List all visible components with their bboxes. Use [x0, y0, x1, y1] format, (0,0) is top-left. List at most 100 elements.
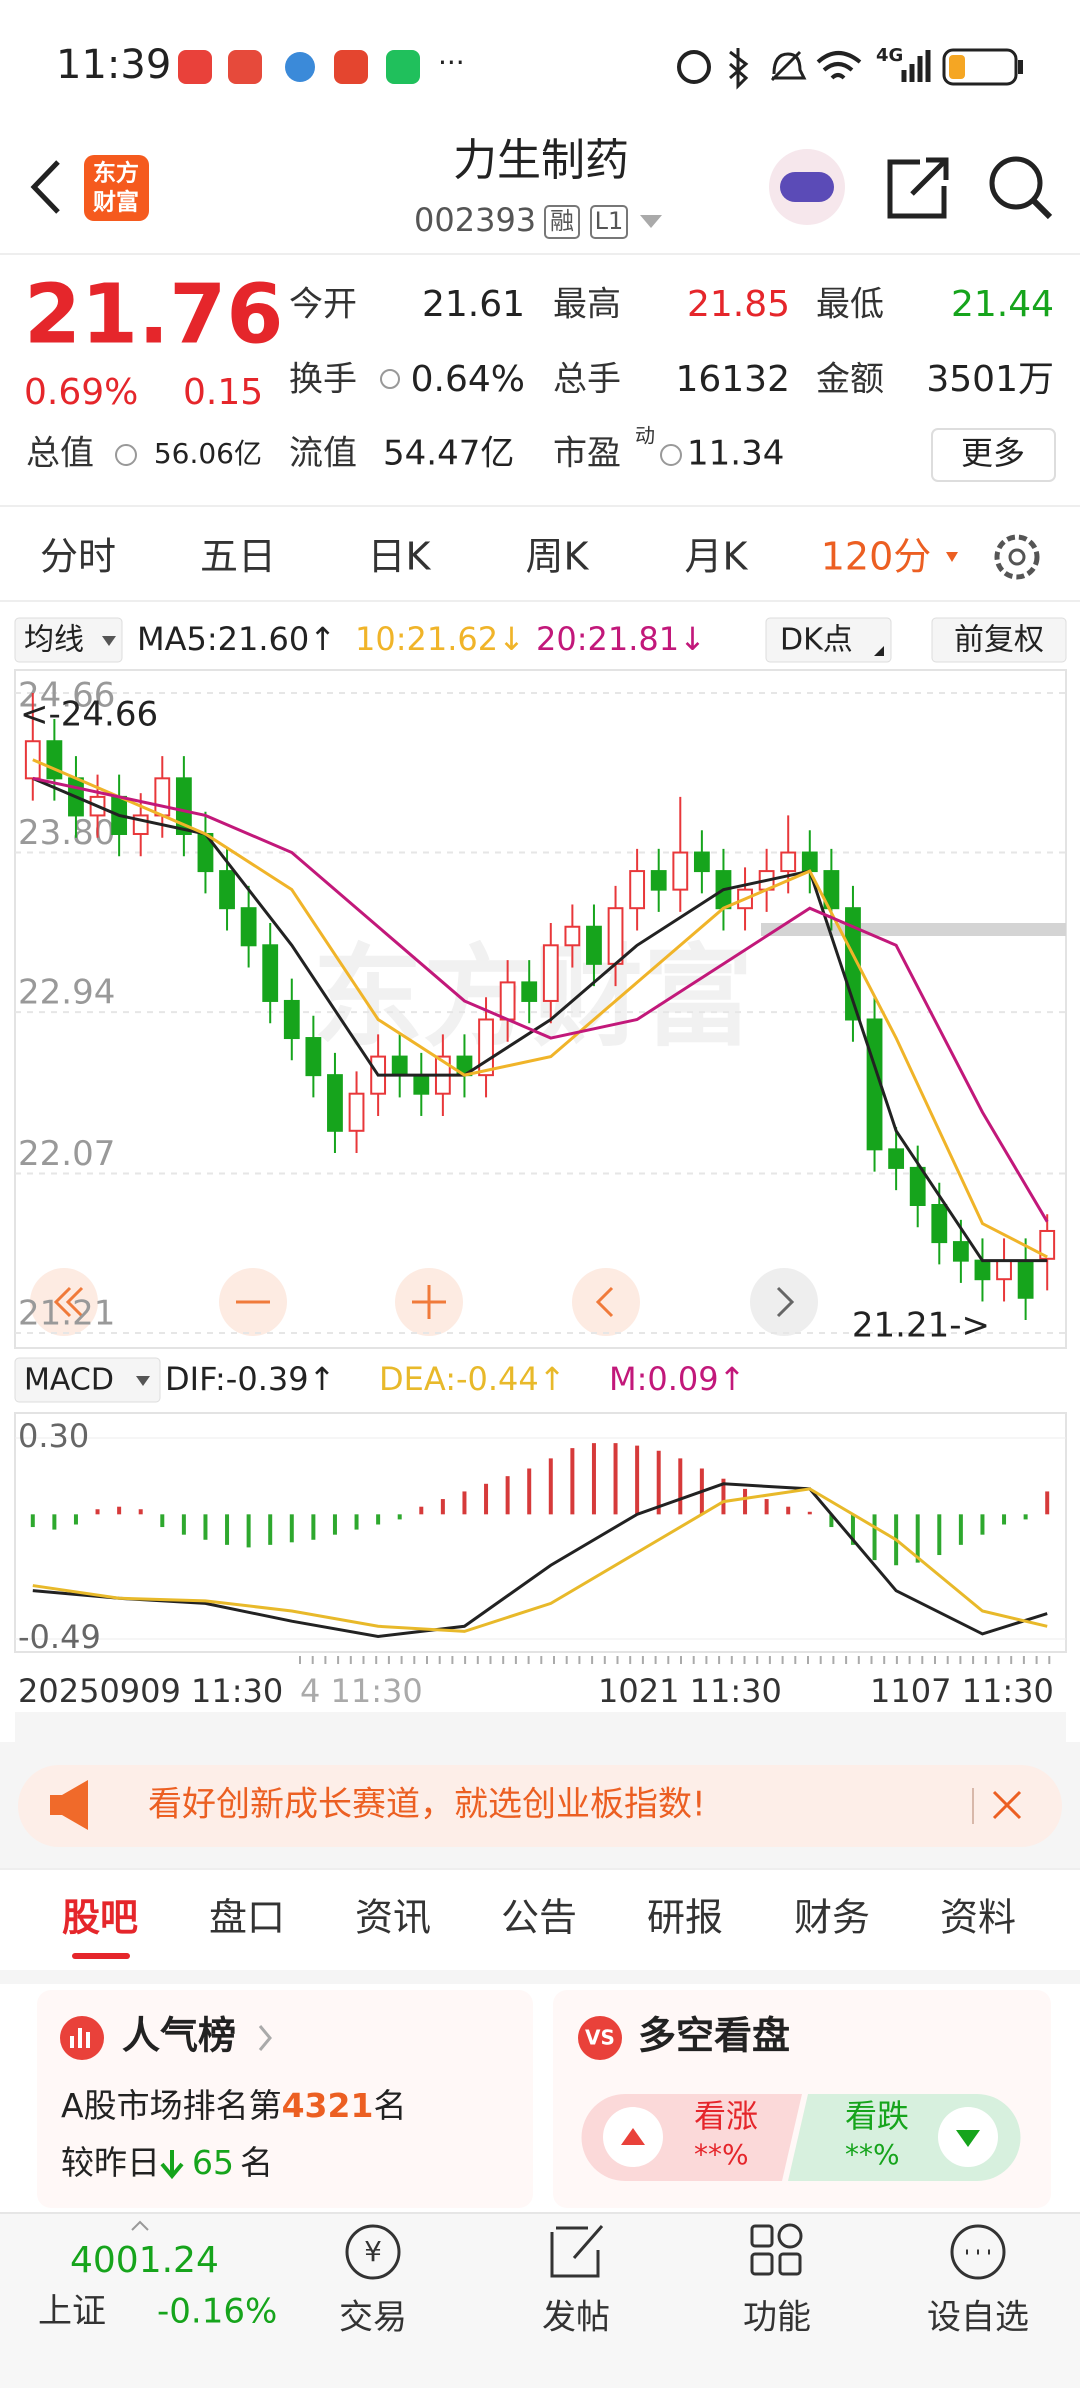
candle-body — [586, 925, 602, 965]
candle-body — [348, 1092, 365, 1132]
tag-text: 融 — [550, 207, 574, 235]
candle-body — [499, 981, 516, 1021]
candle-body — [1039, 1229, 1056, 1260]
popularity-card[interactable] — [37, 1990, 533, 2208]
tag-text: L1 — [595, 207, 624, 235]
dropdown-arrow[interactable] — [640, 215, 662, 228]
info-icon — [115, 444, 137, 466]
candle-body — [564, 925, 581, 947]
field-label: 总值 — [26, 434, 94, 474]
tag — [544, 205, 580, 239]
rank-suffix: 名 — [373, 2086, 406, 2125]
divider — [0, 2212, 1080, 2214]
candle-body — [327, 1074, 343, 1132]
period-tab[interactable]: 日K — [368, 535, 432, 579]
network-type: 4G — [876, 45, 903, 66]
nav-item[interactable]: 发帖 — [542, 2298, 610, 2338]
content-tab[interactable]: 股吧 — [62, 1896, 138, 1940]
control-icon — [595, 1286, 614, 1318]
search-handle — [1031, 198, 1053, 220]
field-label: 总手 — [553, 360, 621, 400]
app-icon — [178, 50, 212, 84]
high-marker: <-24.66 — [20, 695, 158, 735]
watchlist-icon — [950, 2224, 1006, 2280]
bull-value: **% — [694, 2138, 749, 2171]
dif-legend: DIF:-0.39↑ — [165, 1360, 335, 1398]
candle-body — [1017, 1259, 1034, 1299]
nav-item[interactable]: 功能 — [743, 2298, 811, 2338]
settings-center — [1008, 548, 1026, 566]
content-tab[interactable]: 资讯 — [355, 1896, 431, 1940]
control-button[interactable] — [30, 1268, 98, 1336]
period-tab[interactable]: 月K — [685, 535, 749, 579]
adjust-button[interactable] — [931, 617, 1067, 663]
info-icon — [660, 444, 682, 466]
candle-body — [240, 907, 257, 947]
field-label: 今开 — [289, 285, 357, 325]
control-button[interactable] — [750, 1268, 818, 1336]
settings-button[interactable] — [994, 534, 1040, 580]
change-pct: 0.69% — [24, 372, 138, 413]
banner[interactable] — [18, 1765, 1062, 1847]
expand-arrow[interactable] — [131, 2220, 149, 2231]
bull-label: 看涨 — [694, 2097, 758, 2135]
field-label: 换手 — [289, 360, 357, 400]
period-tab[interactable]: 周K — [526, 535, 590, 579]
mute-icon — [770, 50, 807, 82]
info-icon — [380, 369, 400, 389]
status-more: ··· — [438, 46, 465, 79]
ma-button-label: 均线 — [24, 623, 84, 658]
back-button[interactable] — [30, 160, 60, 214]
tab-underline — [72, 1953, 130, 1959]
divider — [0, 1868, 1080, 1870]
candle-body — [909, 1166, 926, 1207]
field-sup: 动 — [635, 424, 655, 448]
ma-button[interactable] — [14, 617, 123, 663]
nav-item[interactable]: 设自选 — [927, 2298, 1029, 2338]
period-tab[interactable]: 五日 — [200, 535, 276, 579]
change-suffix: 名 — [240, 2143, 273, 2182]
bottom-nav — [0, 2212, 1080, 2388]
content-tab[interactable]: 盘口 — [209, 1896, 285, 1940]
ma-line — [32, 758, 1048, 1259]
period-tab[interactable]: 120分 — [821, 535, 932, 579]
field-value: 3501万 — [926, 359, 1054, 400]
field-value: 11.34 — [687, 434, 784, 474]
ma-line — [32, 776, 1049, 1223]
candle-body — [521, 981, 538, 1002]
chevron — [258, 2025, 272, 2051]
period-tab[interactable]: 分时 — [40, 535, 116, 579]
share-button[interactable] — [887, 157, 949, 219]
content-tab[interactable]: 财务 — [794, 1896, 870, 1940]
macd-button[interactable] — [14, 1357, 161, 1403]
candle-body — [305, 1037, 322, 1077]
bear-value: **% — [845, 2138, 900, 2171]
corner-arrow — [874, 646, 884, 656]
candle-body — [391, 1055, 408, 1077]
candle-body — [996, 1259, 1012, 1281]
search-button[interactable] — [989, 156, 1043, 210]
rank-prefix: A股市场排名第 — [61, 2086, 282, 2125]
trade-icon-glyph: ¥ — [364, 2235, 382, 2268]
candle-body — [693, 851, 710, 873]
content-tab[interactable]: 研报 — [647, 1896, 723, 1940]
dk-button[interactable] — [765, 617, 892, 663]
macd-label: MACD — [24, 1363, 114, 1398]
candle-body — [607, 907, 624, 965]
field-value: 21.61 — [422, 284, 525, 325]
overlay-bar — [761, 923, 1066, 936]
feature-icon — [750, 2252, 774, 2276]
content-tab[interactable]: 资料 — [940, 1896, 1016, 1940]
more-button[interactable] — [931, 428, 1056, 482]
nav-item[interactable]: 交易 — [339, 2298, 407, 2338]
dea-legend: DEA:-0.44↑ — [379, 1360, 566, 1398]
content-tab[interactable]: 公告 — [501, 1896, 577, 1940]
battery-tip — [1018, 60, 1023, 74]
banner-close[interactable] — [992, 1790, 1022, 1820]
field-label: 流值 — [289, 434, 357, 474]
divider — [0, 600, 1080, 602]
y-tick-label: 21.21 — [18, 1294, 115, 1334]
alarm-icon — [677, 50, 711, 84]
control-button[interactable] — [572, 1268, 640, 1336]
